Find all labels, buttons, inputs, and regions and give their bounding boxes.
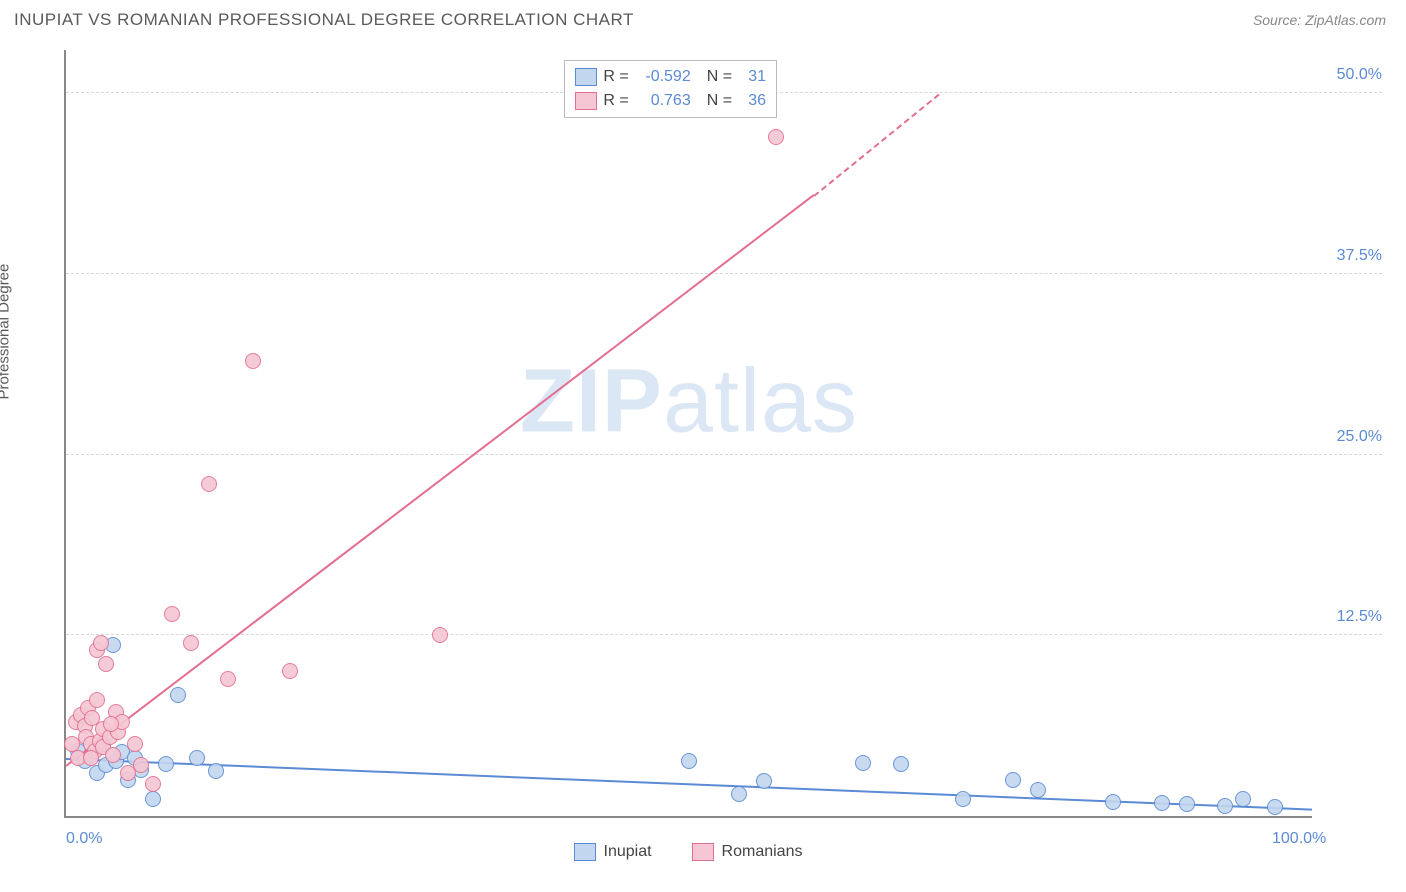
data-point bbox=[1217, 798, 1233, 814]
data-point bbox=[208, 763, 224, 779]
gridline bbox=[66, 634, 1382, 635]
legend-stats-row: R = -0.592 N =31 bbox=[575, 65, 766, 89]
data-point bbox=[768, 129, 784, 145]
data-point bbox=[170, 687, 186, 703]
trend-line bbox=[813, 94, 939, 197]
data-point bbox=[145, 776, 161, 792]
data-point bbox=[1235, 791, 1251, 807]
data-point bbox=[731, 786, 747, 802]
legend-R-label: R = bbox=[603, 89, 628, 113]
chart-source: Source: ZipAtlas.com bbox=[1253, 12, 1386, 28]
legend-R-value: -0.592 bbox=[635, 65, 691, 89]
legend-stats-row: R = 0.763 N =36 bbox=[575, 89, 766, 113]
legend-swatch bbox=[574, 843, 596, 861]
data-point bbox=[1154, 795, 1170, 811]
legend-item: Inupiat bbox=[574, 843, 652, 861]
data-point bbox=[127, 736, 143, 752]
data-point bbox=[183, 635, 199, 651]
legend-R-value: 0.763 bbox=[635, 89, 691, 113]
y-tick-label: 50.0% bbox=[1322, 66, 1382, 84]
trend-line bbox=[65, 195, 814, 767]
legend-bottom: Inupiat Romanians bbox=[64, 843, 1312, 866]
data-point bbox=[245, 353, 261, 369]
y-tick-label: 37.5% bbox=[1322, 247, 1382, 265]
data-point bbox=[158, 756, 174, 772]
y-axis-label: Professional Degree bbox=[0, 264, 13, 400]
data-point bbox=[83, 750, 99, 766]
data-point bbox=[220, 671, 236, 687]
data-point bbox=[1267, 799, 1283, 815]
legend-swatch bbox=[575, 92, 597, 110]
chart-container: Professional Degree ZIPatlas R =-0.592N … bbox=[14, 40, 1392, 878]
data-point bbox=[103, 716, 119, 732]
gridline bbox=[66, 273, 1382, 274]
legend-item: Romanians bbox=[692, 843, 803, 861]
chart-title: INUPIAT VS ROMANIAN PROFESSIONAL DEGREE … bbox=[14, 10, 634, 30]
legend-R-label: R = bbox=[603, 65, 628, 89]
legend-N-value: 31 bbox=[738, 65, 766, 89]
watermark-rest: atlas bbox=[663, 352, 858, 452]
data-point bbox=[855, 755, 871, 771]
legend-N-label: N = bbox=[707, 89, 732, 113]
data-point bbox=[98, 656, 114, 672]
data-point bbox=[282, 663, 298, 679]
legend-swatch bbox=[692, 843, 714, 861]
data-point bbox=[93, 635, 109, 651]
plot-area: ZIPatlas R =-0.592N =31R =0.763N =36 12.… bbox=[64, 50, 1312, 818]
data-point bbox=[89, 692, 105, 708]
watermark: ZIPatlas bbox=[520, 351, 858, 454]
legend-N-value: 36 bbox=[738, 89, 766, 113]
legend-swatch bbox=[575, 68, 597, 86]
legend-stats-box: R = -0.592 N =31 R = 0.763 N =36 bbox=[564, 60, 777, 118]
legend-N-label: N = bbox=[707, 65, 732, 89]
data-point bbox=[893, 756, 909, 772]
data-point bbox=[164, 606, 180, 622]
data-point bbox=[201, 476, 217, 492]
data-point bbox=[1105, 794, 1121, 810]
data-point bbox=[133, 757, 149, 773]
data-point bbox=[1030, 782, 1046, 798]
data-point bbox=[189, 750, 205, 766]
y-tick-label: 25.0% bbox=[1322, 428, 1382, 446]
data-point bbox=[432, 627, 448, 643]
legend-label: Romanians bbox=[722, 843, 803, 861]
data-point bbox=[1005, 772, 1021, 788]
gridline bbox=[66, 454, 1382, 455]
legend-label: Inupiat bbox=[604, 843, 652, 861]
data-point bbox=[105, 747, 121, 763]
chart-header: INUPIAT VS ROMANIAN PROFESSIONAL DEGREE … bbox=[0, 0, 1406, 36]
data-point bbox=[681, 753, 697, 769]
data-point bbox=[756, 773, 772, 789]
data-point bbox=[955, 791, 971, 807]
y-tick-label: 12.5% bbox=[1322, 608, 1382, 626]
data-point bbox=[145, 791, 161, 807]
data-point bbox=[1179, 796, 1195, 812]
